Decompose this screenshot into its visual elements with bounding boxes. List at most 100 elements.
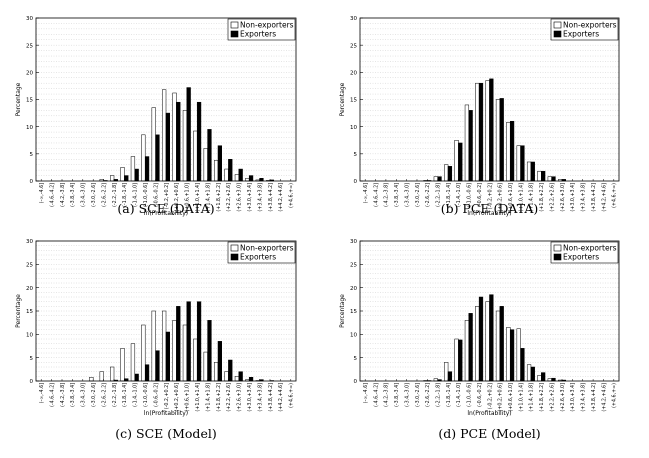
y-tick-label: 25 — [26, 263, 33, 269]
x-tick-label: (-1.4,-1.0] — [456, 183, 462, 207]
x-tick-label: (+0.2,+0.6] — [498, 383, 504, 412]
bar-exporters-13 — [489, 78, 494, 182]
x-tick-label: (+4.2,+4.6] — [601, 183, 607, 212]
y-tick-label: 20 — [26, 71, 33, 77]
bar-exporters-22 — [259, 178, 264, 182]
x-tick-label: (-0.2,+0.2] — [487, 183, 493, 209]
bar-non-exporters-19 — [224, 371, 229, 382]
bar-non-exporters-14 — [495, 99, 501, 182]
x-tick-label: (-∞,-4.6] — [363, 383, 369, 403]
x-tick-label: (-∞,-4.6] — [363, 183, 369, 203]
y-tick-label: 0 — [354, 179, 358, 185]
bar-non-exporters-13 — [162, 310, 167, 382]
x-tick-label: (+1.8,+2.2] — [216, 183, 222, 212]
x-tick-label: (-3.0,-2.6] — [91, 383, 97, 407]
legend-box — [550, 241, 619, 264]
bar-exporters-21 — [248, 377, 254, 382]
x-tick-label: (+3.4,+3.8] — [581, 383, 587, 412]
bar-non-exporters-9 — [120, 348, 125, 382]
bar-exporters-12 — [155, 134, 160, 182]
bar-non-exporters-8 — [110, 175, 115, 182]
x-tick-label: (-1.8,-1.4] — [446, 383, 452, 407]
y-tick-label: 5 — [354, 356, 358, 362]
x-tick-label: (+0.2,+0.6] — [498, 183, 504, 212]
y-axis-label: Percentage — [15, 82, 22, 116]
bar-non-exporters-16 — [516, 328, 521, 382]
x-tick-label: (-4.2,-3.8] — [384, 183, 390, 207]
bar-non-exporters-11 — [141, 134, 146, 182]
chart-panel-3: 0 5 10 15 20 25 30 (-∞,-4.6] (-4.6,-4.2] (-4.2,-3… — [15, 239, 297, 441]
bar-exporters-12 — [155, 350, 160, 382]
legend-label: Exporters — [240, 253, 276, 262]
x-tick-label: (-2.2,-1.8] — [112, 183, 118, 207]
x-tick-label: (-1.0,-0.6] — [143, 383, 149, 407]
x-tick-label: (-4.6,-4.2] — [49, 183, 55, 207]
bar-exporters-9 — [447, 166, 453, 182]
y-tick-label: 15 — [350, 309, 357, 315]
x-tick-label: (-1.8,-1.4] — [122, 383, 128, 407]
bar-non-exporters-19 — [224, 168, 229, 182]
bar-exporters-11 — [468, 110, 473, 182]
y-tick-label: 30 — [350, 239, 357, 245]
y-tick-label: 30 — [26, 16, 33, 22]
bar-exporters-15 — [509, 120, 515, 182]
bar-non-exporters-10 — [130, 156, 136, 182]
x-axis-label: ln(Profitability) — [467, 410, 511, 417]
x-tick-label: (-3.4,-3.0] — [404, 183, 410, 207]
legend-label: Exporters — [240, 30, 276, 39]
x-tick-label: (-3.0,-2.6] — [91, 183, 97, 207]
x-tick-label: (-0.2,+0.2] — [164, 183, 170, 209]
x-tick-label: (+3.0,+3.4] — [247, 383, 253, 412]
bar-exporters-17 — [530, 161, 535, 182]
bar-non-exporters-10 — [130, 343, 136, 382]
x-tick-label: (+4.6,+∞) — [612, 383, 618, 408]
bar-non-exporters-18 — [537, 375, 542, 382]
bar-non-exporters-10 — [454, 140, 459, 182]
bar-exporters-19 — [228, 159, 233, 182]
y-tick-label: 5 — [30, 356, 34, 362]
x-tick-label: (-1.8,-1.4] — [122, 183, 128, 207]
x-tick-label: (+2.6,+3.0] — [237, 183, 243, 212]
legend-swatch — [553, 244, 562, 252]
x-tick-label: (-∞,-4.6] — [39, 383, 45, 403]
x-tick-label: (+2.6,+3.0] — [560, 183, 566, 212]
bar-exporters-21 — [248, 175, 254, 182]
x-tick-label: (-3.0,-2.6] — [415, 183, 421, 207]
bar-exporters-16 — [196, 301, 202, 382]
x-tick-label: (+3.8,+4.2] — [268, 183, 274, 212]
bar-non-exporters-12 — [475, 306, 480, 382]
bar-exporters-10 — [458, 142, 463, 182]
x-tick-label: (+1.4,+1.8] — [205, 183, 211, 212]
x-tick-label: (-4.6,-4.2] — [49, 383, 55, 407]
x-tick-label: (+2.2,+2.6] — [549, 383, 555, 412]
legend-label: Non-exporters — [563, 21, 617, 30]
bar-exporters-10 — [134, 373, 139, 382]
x-tick-label: (-4.2,-3.8] — [60, 383, 66, 407]
x-tick-label: (+4.2,+4.6] — [278, 183, 284, 212]
bar-exporters-15 — [509, 329, 515, 382]
bar-non-exporters-21 — [245, 178, 250, 182]
bar-non-exporters-13 — [162, 89, 167, 182]
x-tick-label: (+4.2,+4.6] — [601, 383, 607, 412]
bar-exporters-18 — [217, 145, 222, 182]
x-tick-label: (+3.0,+3.4] — [247, 183, 253, 212]
x-tick-label: (+3.8,+4.2] — [591, 183, 597, 212]
x-tick-label: (+3.4,+3.8] — [581, 183, 587, 212]
bar-exporters-20 — [238, 168, 243, 182]
panel-caption: (a) SCE (DATA) — [117, 201, 214, 216]
x-tick-label: (-3.4,-3.0] — [404, 383, 410, 407]
bar-exporters-20 — [238, 371, 243, 382]
bar-non-exporters-18 — [214, 160, 219, 182]
legend-label: Non-exporters — [240, 244, 294, 253]
bar-non-exporters-16 — [516, 145, 521, 182]
bar-non-exporters-15 — [506, 327, 511, 382]
chart-panel-2: 0 5 10 15 20 25 30 (-∞,-4.6] (-4.6,-4.2] (-4.2,-3… — [339, 16, 620, 217]
x-tick-label: (+4.6,+∞) — [612, 183, 618, 208]
x-tick-label: (+2.2,+2.6] — [226, 383, 232, 412]
bar-non-exporters-15 — [506, 122, 511, 182]
y-tick-label: 0 — [30, 179, 34, 185]
x-tick-label: (-2.6,-2.2] — [425, 183, 431, 207]
